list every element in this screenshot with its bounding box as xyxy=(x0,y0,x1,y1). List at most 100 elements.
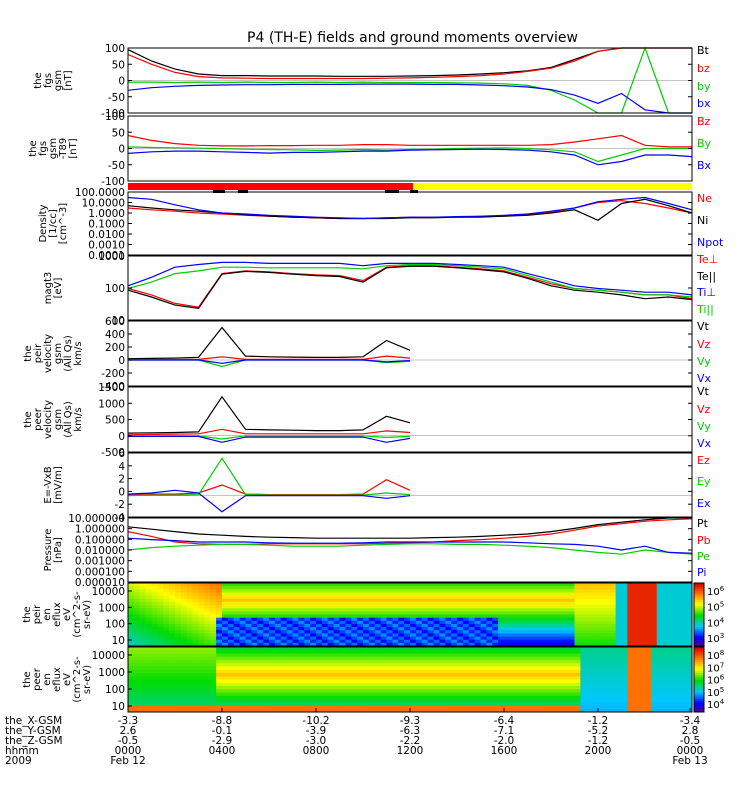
heatmap-cell xyxy=(615,586,622,590)
heatmap-cell xyxy=(274,686,282,690)
heatmap-cell xyxy=(357,623,364,628)
heatmap-cell xyxy=(504,614,511,619)
heatmap-cell xyxy=(592,614,599,619)
heatmap-cell xyxy=(586,583,593,587)
heatmap-cell xyxy=(427,586,434,590)
heatmap-cell xyxy=(533,583,540,587)
heatmap-cell xyxy=(333,705,340,710)
heatmap-cell xyxy=(404,650,411,654)
heatmap-cell xyxy=(598,608,605,612)
heatmap-cell xyxy=(421,633,429,637)
heatmap-cell xyxy=(568,627,575,631)
heatmap-cell xyxy=(333,611,340,615)
heatmap-cell xyxy=(345,598,352,603)
heatmap-cell xyxy=(580,705,587,710)
heatmap-cell xyxy=(592,620,599,625)
heatmap-cell xyxy=(222,642,229,647)
heatmap-cell xyxy=(551,636,558,641)
heatmap-cell xyxy=(674,601,681,606)
heatmap-cell xyxy=(239,592,246,596)
heatmap-cell xyxy=(445,663,452,667)
heatmap-cell xyxy=(686,650,693,654)
heatmap-cell xyxy=(304,676,311,680)
heatmap-cell xyxy=(280,669,288,674)
heatmap-cell xyxy=(245,633,252,637)
heatmap-cell xyxy=(257,589,264,593)
heatmap-cell xyxy=(327,689,335,693)
heatmap-cell xyxy=(621,608,628,612)
heatmap-cell xyxy=(415,669,423,674)
heatmap-cell xyxy=(180,676,188,680)
heatmap-cell xyxy=(504,583,511,587)
colorbar-cell xyxy=(694,608,704,611)
heatmap-cell xyxy=(656,601,664,606)
heatmap-cell xyxy=(157,679,164,684)
heatmap-cell xyxy=(292,583,299,587)
legend-ni: Ni xyxy=(697,214,708,227)
heatmap-cell xyxy=(415,620,423,625)
heatmap-cell xyxy=(374,650,382,654)
heatmap-cell xyxy=(233,695,241,700)
heatmap-cell xyxy=(621,627,628,631)
heatmap-cell xyxy=(445,647,452,651)
heatmap-cell xyxy=(280,653,288,658)
heatmap-cell xyxy=(157,682,164,687)
heatmap-cell xyxy=(227,653,235,658)
heatmap-cell xyxy=(433,605,440,609)
heatmap-cell xyxy=(304,673,311,677)
y-axis-label: eflux xyxy=(52,667,63,692)
colorbar-cell xyxy=(694,664,704,667)
heatmap-cell xyxy=(298,705,305,710)
heatmap-cell xyxy=(233,692,241,697)
heatmap-cell xyxy=(222,650,229,654)
heatmap-cell xyxy=(151,583,158,587)
heatmap-cell xyxy=(586,633,593,637)
heatmap-cell xyxy=(621,623,628,628)
heatmap-cell xyxy=(227,650,235,654)
heatmap-cell xyxy=(539,676,546,680)
heatmap-cell xyxy=(498,708,505,713)
heatmap-cell xyxy=(650,663,658,667)
y-tick-label: 0 xyxy=(118,486,125,498)
heatmap-cell xyxy=(357,653,364,658)
y-axis-label: E=-VxB xyxy=(43,466,54,503)
heatmap-cell xyxy=(169,627,176,631)
heatmap-cell xyxy=(656,689,664,693)
heatmap-cell xyxy=(574,699,581,703)
heatmap-cell xyxy=(650,673,658,677)
heatmap-cell xyxy=(257,620,264,625)
y-tick-label: 50 xyxy=(112,127,125,139)
heatmap-cell xyxy=(327,623,335,628)
heatmap-cell xyxy=(556,702,564,706)
heatmap-cell xyxy=(145,669,152,674)
heatmap-cell xyxy=(398,639,405,644)
heatmap-cell xyxy=(415,586,423,590)
heatmap-cell xyxy=(656,617,664,622)
heatmap-cell xyxy=(656,669,664,674)
heatmap-cell xyxy=(515,623,523,628)
heatmap-cell xyxy=(686,598,693,603)
heatmap-cell xyxy=(298,660,305,664)
heatmap-cell xyxy=(321,692,329,697)
heatmap-cell xyxy=(204,586,211,590)
heatmap-cell xyxy=(204,676,211,680)
heatmap-cell xyxy=(562,650,570,654)
heatmap-cell xyxy=(151,589,158,593)
heatmap-cell xyxy=(615,605,622,609)
heatmap-cell xyxy=(186,617,194,622)
heatmap-cell xyxy=(609,623,617,628)
heatmap-cell xyxy=(198,636,205,641)
heatmap-cell xyxy=(198,702,205,706)
heatmap-cell xyxy=(210,695,217,700)
heatmap-cell xyxy=(380,620,387,625)
heatmap-cell xyxy=(298,636,305,641)
heatmap-cell xyxy=(151,639,158,644)
heatmap-cell xyxy=(186,660,194,664)
heatmap-cell xyxy=(157,633,164,637)
heatmap-cell xyxy=(615,702,622,706)
heatmap-cell xyxy=(498,601,505,606)
heatmap-cell xyxy=(468,611,476,615)
heatmap-cell xyxy=(515,695,523,700)
heatmap-cell xyxy=(603,669,611,674)
heatmap-cell xyxy=(639,676,646,680)
